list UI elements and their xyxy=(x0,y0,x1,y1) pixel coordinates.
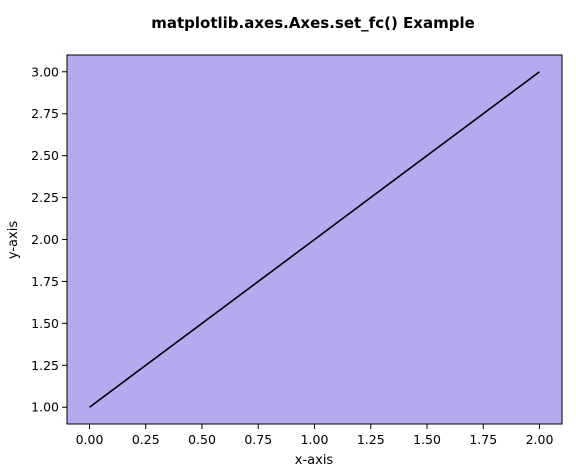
x-tick-label: 1.00 xyxy=(301,432,329,447)
y-tick-label: 1.00 xyxy=(31,400,59,415)
y-tick-label: 2.75 xyxy=(31,106,59,121)
x-axis: 0.00 0.25 0.50 0.75 1.00 1.25 1.50 1.75 2.00 xyxy=(76,424,554,447)
series-line-0 xyxy=(89,71,540,408)
series-layer xyxy=(89,71,540,408)
x-tick-label: 2.00 xyxy=(526,432,554,447)
chart-title: matplotlib.axes.Axes.set_fc() Example xyxy=(151,14,475,32)
x-tick-label: 0.25 xyxy=(132,432,160,447)
x-tick-label: 0.50 xyxy=(188,432,216,447)
x-axis-label: x-axis xyxy=(295,453,334,468)
x-tick-label: 1.25 xyxy=(357,432,385,447)
x-tick-label: 0.75 xyxy=(244,432,272,447)
y-tick-label: 1.50 xyxy=(31,316,59,331)
x-tick-label: 1.75 xyxy=(469,432,497,447)
y-tick-label: 2.50 xyxy=(31,148,59,163)
x-tick-label: 0.00 xyxy=(76,432,104,447)
y-axis-label: y-axis xyxy=(6,221,21,259)
y-tick-label: 1.25 xyxy=(31,358,59,373)
y-tick-label: 3.00 xyxy=(31,64,59,79)
y-tick-label: 2.25 xyxy=(31,190,59,205)
y-axis: 1.00 1.25 1.50 1.75 2.00 2.25 2.50 2.75 3.00 xyxy=(31,64,67,415)
y-tick-label: 1.75 xyxy=(31,274,59,289)
y-tick-label: 2.00 xyxy=(31,232,59,247)
x-tick-label: 1.50 xyxy=(413,432,441,447)
